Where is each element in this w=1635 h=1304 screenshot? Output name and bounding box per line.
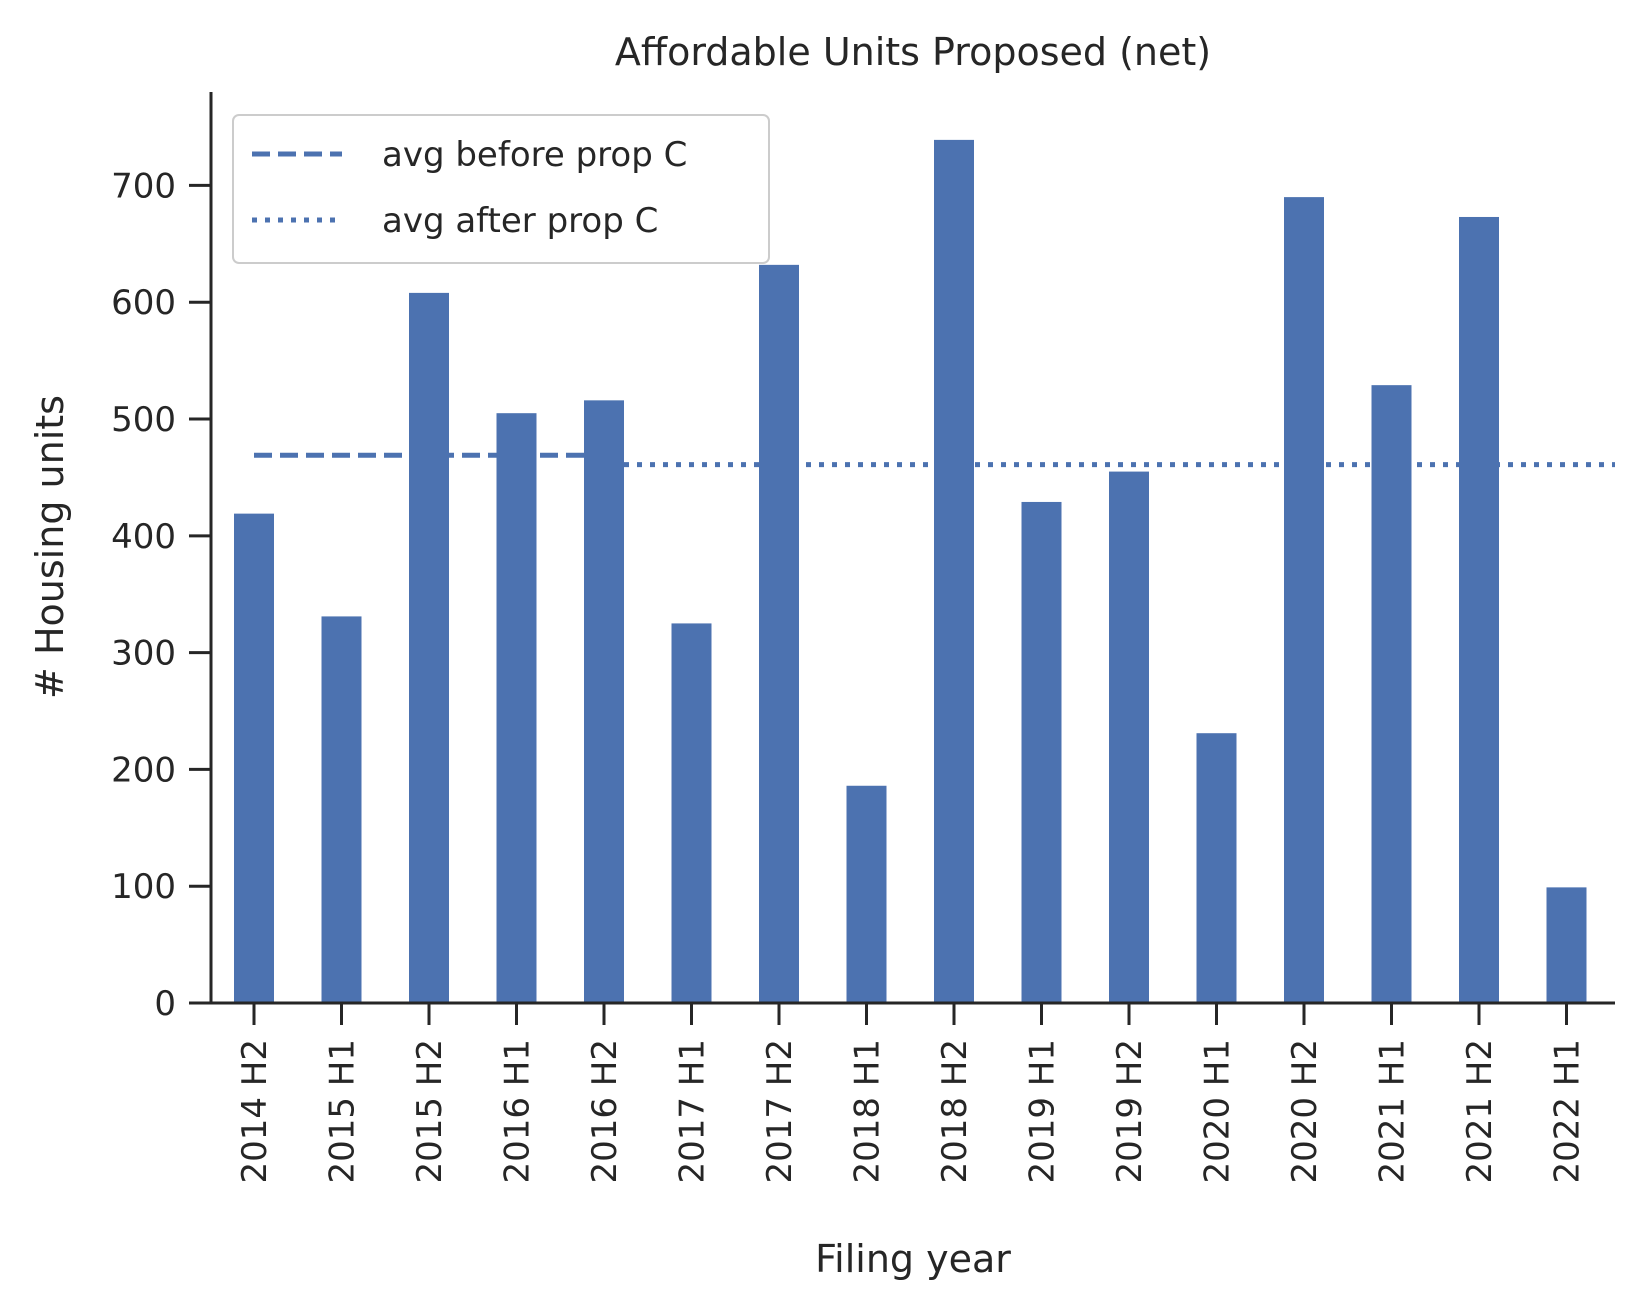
bar-2015-h2	[409, 292, 449, 1003]
bar-2022-h1	[1546, 887, 1587, 1003]
x-tick-label: 2017 H1	[673, 1039, 713, 1184]
x-tick-label: 2021 H1	[1373, 1039, 1413, 1184]
x-tick-label: 2016 H1	[498, 1039, 538, 1184]
y-tick-label: 700	[111, 166, 176, 206]
bar-2016-h1	[496, 413, 537, 1003]
x-tick-label: 2018 H1	[848, 1039, 888, 1184]
y-tick-label: 300	[111, 634, 176, 674]
bar-2017-h1	[671, 623, 712, 1003]
y-ticks: 0 100 200 300 400 500 600 700	[111, 166, 211, 1024]
x-tick-label: 2019 H2	[1110, 1039, 1150, 1184]
x-axis-label: Filing year	[815, 1237, 1011, 1281]
y-tick-label: 0	[154, 984, 176, 1024]
y-tick-label: 500	[111, 400, 176, 440]
bar-2021-h1	[1371, 385, 1412, 1003]
y-tick-label: 100	[111, 867, 176, 907]
bar-2014-h2	[234, 513, 274, 1003]
y-axis-label: # Housing units	[28, 395, 72, 699]
x-tick-label: 2020 H1	[1198, 1039, 1238, 1184]
bar-2020-h1	[1196, 733, 1237, 1003]
chart-title: Affordable Units Proposed (net)	[615, 30, 1211, 74]
y-tick-label: 400	[111, 517, 176, 557]
x-tick-label: 2015 H2	[410, 1039, 450, 1184]
y-tick-label: 600	[111, 283, 176, 323]
x-tick-label: 2022 H1	[1548, 1039, 1588, 1184]
x-tick-label: 2015 H1	[323, 1039, 363, 1184]
plot-area	[234, 139, 1587, 1004]
legend-label-before: avg before prop C	[382, 135, 687, 175]
legend-frame	[232, 114, 770, 264]
bar-2018-h2	[934, 139, 974, 1004]
y-tick-label: 200	[111, 750, 176, 790]
bar-2017-h2	[759, 264, 799, 1003]
x-tick-label: 2017 H2	[760, 1039, 800, 1184]
bar-2018-h1	[846, 785, 887, 1003]
x-tick-label: 2020 H2	[1285, 1039, 1325, 1184]
bar-2019-h2	[1109, 471, 1149, 1003]
x-tick-label: 2021 H2	[1460, 1039, 1500, 1184]
legend: avg before prop C avg after prop C	[232, 114, 770, 264]
x-tick-label: 2018 H2	[935, 1039, 975, 1184]
reference-lines	[254, 452, 1615, 468]
axes	[209, 92, 1615, 1005]
bar-2016-h2	[584, 400, 624, 1003]
bar-2020-h2	[1284, 197, 1324, 1004]
x-tick-label: 2019 H1	[1023, 1039, 1063, 1184]
x-ticks: 2014 H2 2015 H1 2015 H2 2016 H1 2016 H2 2017 …	[235, 1003, 1588, 1184]
x-tick-label: 2016 H2	[585, 1039, 625, 1184]
x-tick-label: 2014 H2	[235, 1039, 275, 1184]
legend-label-after: avg after prop C	[382, 201, 658, 241]
bar-2019-h1	[1021, 501, 1062, 1003]
bar-2015-h1	[321, 616, 362, 1003]
bar-2021-h2	[1459, 216, 1499, 1003]
